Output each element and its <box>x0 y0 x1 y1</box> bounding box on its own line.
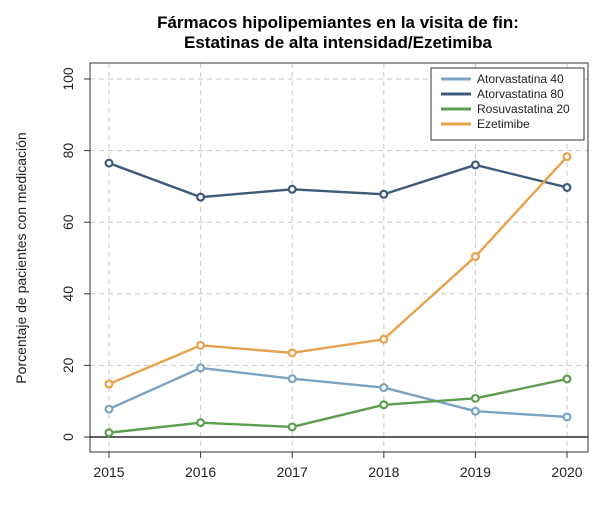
x-tick-label: 2019 <box>460 464 491 480</box>
series-ezetimibe <box>104 152 572 389</box>
data-point <box>104 404 114 414</box>
y-tick-label: 80 <box>60 143 76 159</box>
data-point <box>104 379 114 389</box>
legend-entry: Rosuvastatina 20 <box>477 102 570 116</box>
data-point <box>470 406 480 416</box>
x-tick-label: 2016 <box>185 464 216 480</box>
legend-entry: Atorvastatina 40 <box>477 72 564 86</box>
data-point <box>287 422 297 432</box>
y-tick-label: 0 <box>60 433 76 441</box>
series-atorvastatina-80 <box>104 158 572 202</box>
data-point <box>196 192 206 202</box>
series-line <box>108 377 568 434</box>
data-point <box>196 340 206 350</box>
y-tick-label: 60 <box>60 214 76 230</box>
series-line <box>108 162 568 199</box>
series-line <box>108 155 568 386</box>
y-tick-label: 40 <box>60 286 76 302</box>
data-point <box>104 428 114 438</box>
data-point <box>470 160 480 170</box>
x-tick-label: 2017 <box>277 464 308 480</box>
series-rosuvastatina-20 <box>104 374 572 438</box>
series-atorvastatina-40 <box>104 363 572 422</box>
legend-entry: Ezetimibe <box>477 117 530 131</box>
data-point <box>104 158 114 168</box>
data-point <box>562 374 572 384</box>
y-tick-label: 100 <box>60 67 76 91</box>
series-layer <box>104 152 572 438</box>
chart-title-line-2: Estatinas de alta intensidad/Ezetimiba <box>184 33 493 52</box>
plot-frame <box>89 62 589 453</box>
x-tick-label: 2015 <box>93 464 124 480</box>
x-tick-label: 2020 <box>551 464 582 480</box>
data-point <box>287 348 297 358</box>
data-point <box>562 152 572 162</box>
data-point <box>379 189 389 199</box>
data-point <box>379 400 389 410</box>
data-point <box>379 383 389 393</box>
data-point <box>287 184 297 194</box>
data-point <box>379 334 389 344</box>
data-point <box>470 393 480 403</box>
y-axis-label: Porcentaje de pacientes con medicación <box>13 132 29 383</box>
axes-layer: 0 20 40 60 80 100 2015 2016 2017 2018 2019 2020 <box>60 62 589 480</box>
series-line <box>108 366 568 419</box>
data-point <box>196 418 206 428</box>
data-point <box>562 412 572 422</box>
data-point <box>562 182 572 192</box>
y-tick-label: 20 <box>60 357 76 373</box>
data-point <box>287 374 297 384</box>
data-point <box>470 252 480 262</box>
x-tick-label: 2018 <box>368 464 399 480</box>
legend-entry: Atorvastatina 80 <box>477 87 564 101</box>
data-point <box>196 363 206 373</box>
chart-title-line-1: Fármacos hipolipemiantes en la visita de… <box>157 13 519 32</box>
